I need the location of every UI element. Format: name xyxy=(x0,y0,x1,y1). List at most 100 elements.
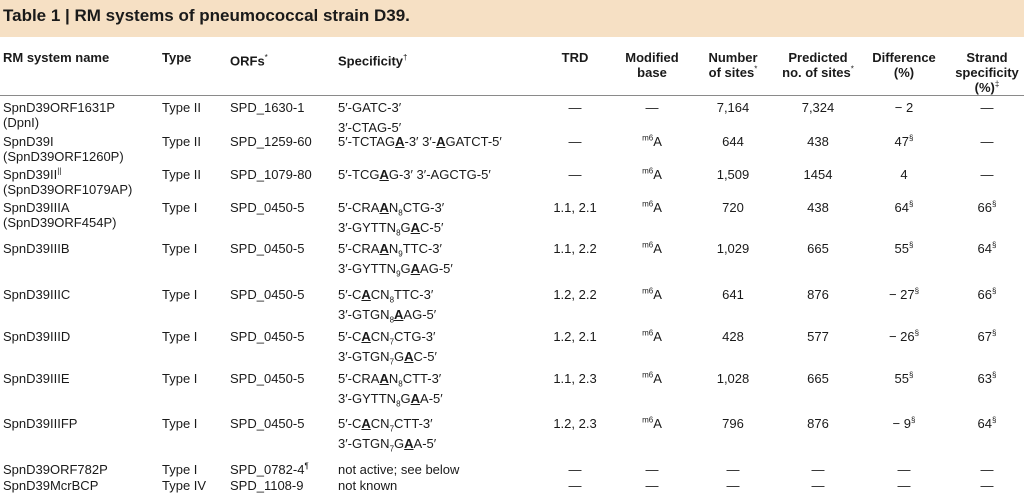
sequence-segment: 3′-GTGN xyxy=(338,307,390,322)
sequence-segment: N xyxy=(388,241,399,256)
specificity-line-2: 3′-GTGN8AAG-5′ xyxy=(338,307,437,324)
number-of-sites-cell: — xyxy=(726,462,740,477)
sequence-segment: not active; see below xyxy=(338,462,460,477)
sequence-segment: 9 xyxy=(396,269,401,279)
orfs-cell: SPD_0450-5 xyxy=(230,200,304,215)
sequence-segment: N xyxy=(388,200,399,215)
sequence-segment: 7 xyxy=(389,444,395,454)
rm-system-name: SpnD39IIIE xyxy=(3,371,70,386)
orfs-text: SPD_1108-9 xyxy=(230,478,304,493)
footnote-mark: § xyxy=(992,370,997,380)
rm-system-name: SpnD39IIIB xyxy=(3,241,70,256)
rm-system-name-text: SpnD39II xyxy=(3,167,58,182)
difference-text: 55 xyxy=(894,241,909,256)
specificity-cell: not known xyxy=(338,478,397,493)
number-of-sites-cell: 428 xyxy=(722,329,744,344)
footnote-mark: * xyxy=(264,53,268,62)
sequence-segment: TTC-3′ xyxy=(394,287,434,302)
sequence-segment: A xyxy=(379,167,389,182)
difference-text: — xyxy=(897,478,911,493)
specificity-line-2: 3′-CTAG-5′ xyxy=(338,120,401,135)
number-of-sites-cell: 720 xyxy=(722,200,744,215)
specificity-line-2: 3′-GTGN7GAA-5′ xyxy=(338,436,436,454)
specificity-line-2: 3′-GYTTN8GAC-5′ xyxy=(338,220,444,237)
footnote-mark: § xyxy=(909,199,914,209)
difference-text: 47 xyxy=(894,134,909,149)
sequence-segment: G xyxy=(394,436,405,451)
type-cell: Type I xyxy=(162,371,198,386)
specificity-cell: 5′-CRAAN8CTT-3′ 3′-GYTTN8GAA-5′ xyxy=(338,371,443,408)
rm-system-name: SpnD39IIIC xyxy=(3,287,70,302)
difference-text: − 9 xyxy=(892,416,911,431)
type-cell: Type II xyxy=(162,167,202,182)
trd-cell: 1.1, 2.2 xyxy=(553,241,597,256)
strand-specificity-text: — xyxy=(980,100,994,115)
sequence-segment: CTG-3′ xyxy=(402,200,445,215)
predicted-sites-cell: 876 xyxy=(807,416,829,431)
modified-base-text: A xyxy=(653,167,662,182)
sequence-segment: A xyxy=(436,134,446,149)
sequence-segment: C-5′ xyxy=(413,349,437,364)
modification-prefix: m6 xyxy=(642,240,654,250)
modified-base-text: A xyxy=(653,371,662,386)
strand-specificity-cell: 66§ xyxy=(950,200,1024,215)
rm-system-alias: (SpnD39ORF1079AP) xyxy=(3,182,133,197)
strand-specificity-cell: 63§ xyxy=(950,371,1024,386)
modified-base-cell: m6A xyxy=(612,241,692,256)
sequence-segment: 7 xyxy=(389,357,395,367)
header-trd: TRD xyxy=(561,50,589,65)
difference-cell: — xyxy=(864,462,944,477)
rm-system-name-text: SpnD39IIIE xyxy=(3,371,70,386)
modified-base-cell: m6A xyxy=(612,200,692,215)
rm-system-name: SpnD39McrBCP xyxy=(3,478,98,493)
orfs-text: SPD_0450-5 xyxy=(230,329,305,344)
rm-system-name: SpnD39ORF782P xyxy=(3,462,108,477)
modification-prefix: m6 xyxy=(642,286,654,296)
sequence-segment: A xyxy=(379,371,389,386)
sequence-segment: A xyxy=(394,307,404,322)
rm-system-name-text: SpnD39IIIFP xyxy=(3,416,78,431)
difference-text: 55 xyxy=(894,371,909,386)
difference-cell: − 26§ xyxy=(864,329,944,344)
sequence-segment: CTG-3′ xyxy=(394,329,436,344)
footnote-mark: † xyxy=(403,53,408,62)
title-bar xyxy=(0,0,1024,37)
specificity-line-2: 3′-GYTTN9GAAG-5′ xyxy=(338,261,453,279)
modification-prefix: m6 xyxy=(642,370,654,380)
rm-system-name-text: SpnD39IIIB xyxy=(3,241,70,256)
sequence-segment: 3′-GTGN xyxy=(338,436,390,451)
modification-prefix: m6 xyxy=(642,166,654,176)
specificity-line-1: 5′-CRAAN8CTG-3′ xyxy=(338,200,445,217)
modified-base-cell: m6A xyxy=(612,287,692,302)
sequence-segment: 5′-TCTAG xyxy=(338,134,396,149)
footnote-mark: || xyxy=(57,166,62,176)
strand-specificity-text: 63 xyxy=(977,371,992,386)
sequence-segment: 3′-GTGN xyxy=(338,349,390,364)
number-of-sites-cell: 1,028 xyxy=(716,371,750,386)
specificity-line-2: 3′-GYTTN8GAA-5′ xyxy=(338,391,443,408)
orfs-cell: SPD_0782-4¶ xyxy=(230,462,309,477)
strand-specificity-cell: 64§ xyxy=(950,241,1024,256)
sequence-segment: AG-5′ xyxy=(420,261,453,276)
specificity-cell: 5′-GATC-3′ 3′-CTAG-5′ xyxy=(338,100,401,135)
predicted-sites-cell: 665 xyxy=(807,371,829,386)
specificity-line-1: 5′-CACN7CTT-3′ xyxy=(338,416,436,433)
header-number-of-sites: Number of sites* xyxy=(708,50,758,80)
sequence-segment: -3′ 3′- xyxy=(404,134,437,149)
footnote-mark: * xyxy=(754,64,758,74)
difference-cell: 64§ xyxy=(864,200,944,215)
sequence-segment: AG-5′ xyxy=(403,307,437,322)
trd-cell: 1.2, 2.1 xyxy=(553,329,597,344)
orfs-cell: SPD_0450-5 xyxy=(230,287,304,302)
orfs-text: SPD_1630-1 xyxy=(230,100,305,115)
rm-system-alias: (DpnI) xyxy=(3,115,40,130)
modified-base-text: A xyxy=(653,200,662,215)
specificity-cell: 5′-CACN8TTC-3′ 3′-GTGN8AAG-5′ xyxy=(338,287,437,324)
sequence-segment: 9 xyxy=(398,249,403,259)
specificity-line-1: 5′-TCGAG-3′ 3′-AGCTG-5′ xyxy=(338,167,491,182)
orfs-cell: SPD_1630-1 xyxy=(230,100,304,115)
strand-specificity-text: 66 xyxy=(977,200,992,215)
trd-cell: — xyxy=(568,462,582,477)
number-of-sites-cell: 7,164 xyxy=(716,100,750,115)
type-cell: Type I xyxy=(162,200,198,215)
